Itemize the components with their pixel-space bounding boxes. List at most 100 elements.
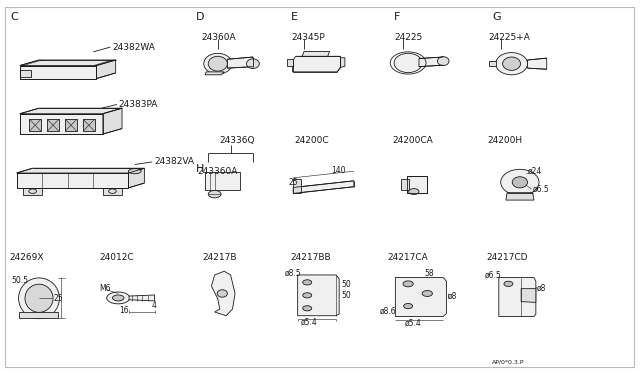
Text: 24383PA: 24383PA	[119, 100, 158, 109]
Text: 24200C: 24200C	[294, 136, 329, 145]
Polygon shape	[19, 312, 58, 318]
Text: 24345P: 24345P	[291, 33, 325, 42]
Text: ø8.5: ø8.5	[285, 269, 301, 278]
Polygon shape	[17, 173, 129, 188]
Ellipse shape	[512, 177, 527, 188]
Polygon shape	[20, 108, 122, 114]
Polygon shape	[292, 56, 340, 72]
Ellipse shape	[107, 292, 130, 304]
Text: ø6.5: ø6.5	[532, 185, 549, 194]
Polygon shape	[408, 176, 427, 193]
Bar	[29, 119, 41, 131]
Polygon shape	[20, 70, 31, 77]
Polygon shape	[293, 179, 301, 193]
Text: 243360A: 243360A	[197, 167, 238, 176]
Polygon shape	[20, 60, 116, 65]
Text: 16: 16	[120, 307, 129, 315]
Ellipse shape	[303, 306, 312, 311]
Text: ø8: ø8	[537, 284, 547, 293]
Polygon shape	[527, 58, 547, 69]
Bar	[47, 119, 59, 131]
Bar	[205, 172, 240, 190]
Polygon shape	[521, 289, 536, 302]
Polygon shape	[20, 65, 97, 78]
Ellipse shape	[208, 56, 227, 71]
Text: E: E	[291, 12, 298, 22]
Text: 25: 25	[53, 294, 63, 303]
Text: 24012C: 24012C	[99, 253, 134, 262]
Ellipse shape	[495, 52, 527, 75]
Polygon shape	[20, 114, 103, 134]
Polygon shape	[298, 275, 339, 316]
Polygon shape	[287, 59, 292, 66]
Text: 140: 140	[332, 166, 346, 175]
Text: ø6.5: ø6.5	[484, 270, 502, 279]
Ellipse shape	[500, 169, 539, 195]
Bar	[65, 119, 77, 131]
Polygon shape	[302, 51, 330, 56]
Text: 24269X: 24269X	[9, 253, 44, 262]
Ellipse shape	[19, 278, 60, 319]
Ellipse shape	[394, 53, 422, 73]
Text: 24217B: 24217B	[202, 253, 237, 262]
Polygon shape	[103, 108, 122, 134]
Polygon shape	[103, 188, 122, 195]
Ellipse shape	[303, 293, 312, 298]
Text: C: C	[10, 12, 18, 22]
Text: 24382VA: 24382VA	[154, 157, 194, 166]
Ellipse shape	[438, 57, 449, 65]
Ellipse shape	[422, 291, 433, 296]
Ellipse shape	[404, 304, 413, 309]
Text: G: G	[492, 12, 501, 22]
Ellipse shape	[504, 281, 513, 286]
Ellipse shape	[409, 189, 419, 195]
Polygon shape	[211, 271, 235, 316]
Text: ø5.4: ø5.4	[405, 319, 422, 328]
Text: 24336Q: 24336Q	[220, 136, 255, 145]
Text: 24382WA: 24382WA	[113, 42, 156, 51]
Text: 24225: 24225	[395, 33, 423, 42]
Ellipse shape	[208, 190, 221, 198]
Text: 24217BB: 24217BB	[290, 253, 331, 262]
Polygon shape	[23, 188, 42, 195]
Ellipse shape	[129, 169, 141, 174]
Text: M6: M6	[99, 284, 111, 293]
Text: ø8: ø8	[448, 292, 457, 301]
Ellipse shape	[113, 295, 124, 301]
Text: ø8.6: ø8.6	[380, 307, 396, 315]
Ellipse shape	[204, 53, 232, 74]
Text: 4: 4	[152, 301, 156, 310]
Text: 24217CD: 24217CD	[486, 253, 527, 262]
Ellipse shape	[502, 57, 520, 70]
Polygon shape	[17, 168, 145, 173]
Text: ø5.4: ø5.4	[301, 318, 317, 327]
Text: 24225+A: 24225+A	[488, 33, 530, 42]
Polygon shape	[340, 58, 345, 67]
Polygon shape	[293, 181, 354, 193]
Text: ø24: ø24	[527, 167, 542, 176]
Text: 58: 58	[424, 269, 434, 278]
Polygon shape	[499, 278, 536, 317]
Polygon shape	[527, 61, 534, 65]
Ellipse shape	[303, 280, 312, 285]
Polygon shape	[129, 168, 145, 188]
Polygon shape	[489, 61, 495, 65]
Text: 50: 50	[341, 291, 351, 300]
Polygon shape	[227, 57, 253, 68]
Ellipse shape	[403, 281, 413, 287]
Text: 24200CA: 24200CA	[393, 136, 433, 145]
Ellipse shape	[25, 284, 53, 312]
Text: D: D	[195, 12, 204, 22]
Polygon shape	[396, 278, 447, 317]
Polygon shape	[129, 295, 155, 301]
Polygon shape	[205, 72, 224, 75]
Ellipse shape	[246, 59, 259, 68]
Text: F: F	[394, 12, 400, 22]
Text: 50: 50	[341, 280, 351, 289]
Text: 24217CA: 24217CA	[387, 253, 428, 262]
Polygon shape	[107, 294, 129, 302]
Bar	[83, 119, 95, 131]
Bar	[401, 179, 409, 190]
Text: 24200H: 24200H	[487, 136, 522, 145]
Polygon shape	[419, 57, 444, 67]
